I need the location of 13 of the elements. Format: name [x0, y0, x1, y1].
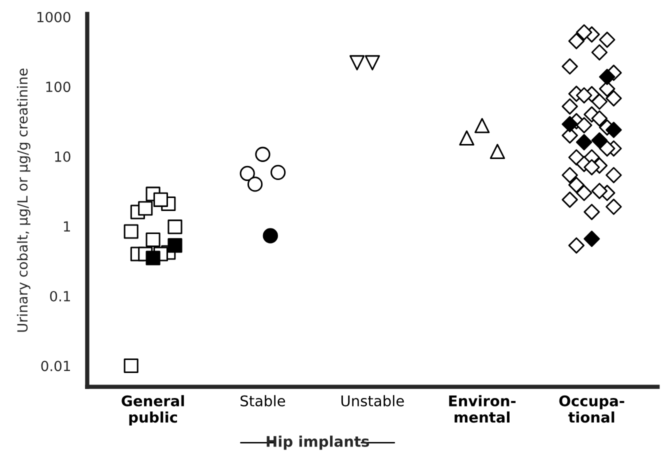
y-tick-label: 1000 — [37, 12, 70, 22]
x-tick-label: Environ- mental — [449, 395, 516, 423]
x-tick-label: Stable — [240, 395, 286, 406]
text: Hip implants — [266, 436, 369, 450]
x-tick-label: General public — [122, 395, 184, 426]
x-tick-label: Occupa- tional — [559, 395, 624, 423]
y-tick-label: 0.1 — [50, 290, 70, 302]
y-tick-label: 0.01 — [41, 360, 70, 372]
y-tick-label: 100 — [46, 82, 70, 92]
y-tick-label: 1 — [64, 221, 70, 232]
y-axis-title: Urinary cobalt, µg/L or µg/g creatinine — [16, 68, 30, 332]
y-tick-label: 10 — [55, 151, 70, 162]
x-tick-label: Unstable — [341, 395, 404, 406]
